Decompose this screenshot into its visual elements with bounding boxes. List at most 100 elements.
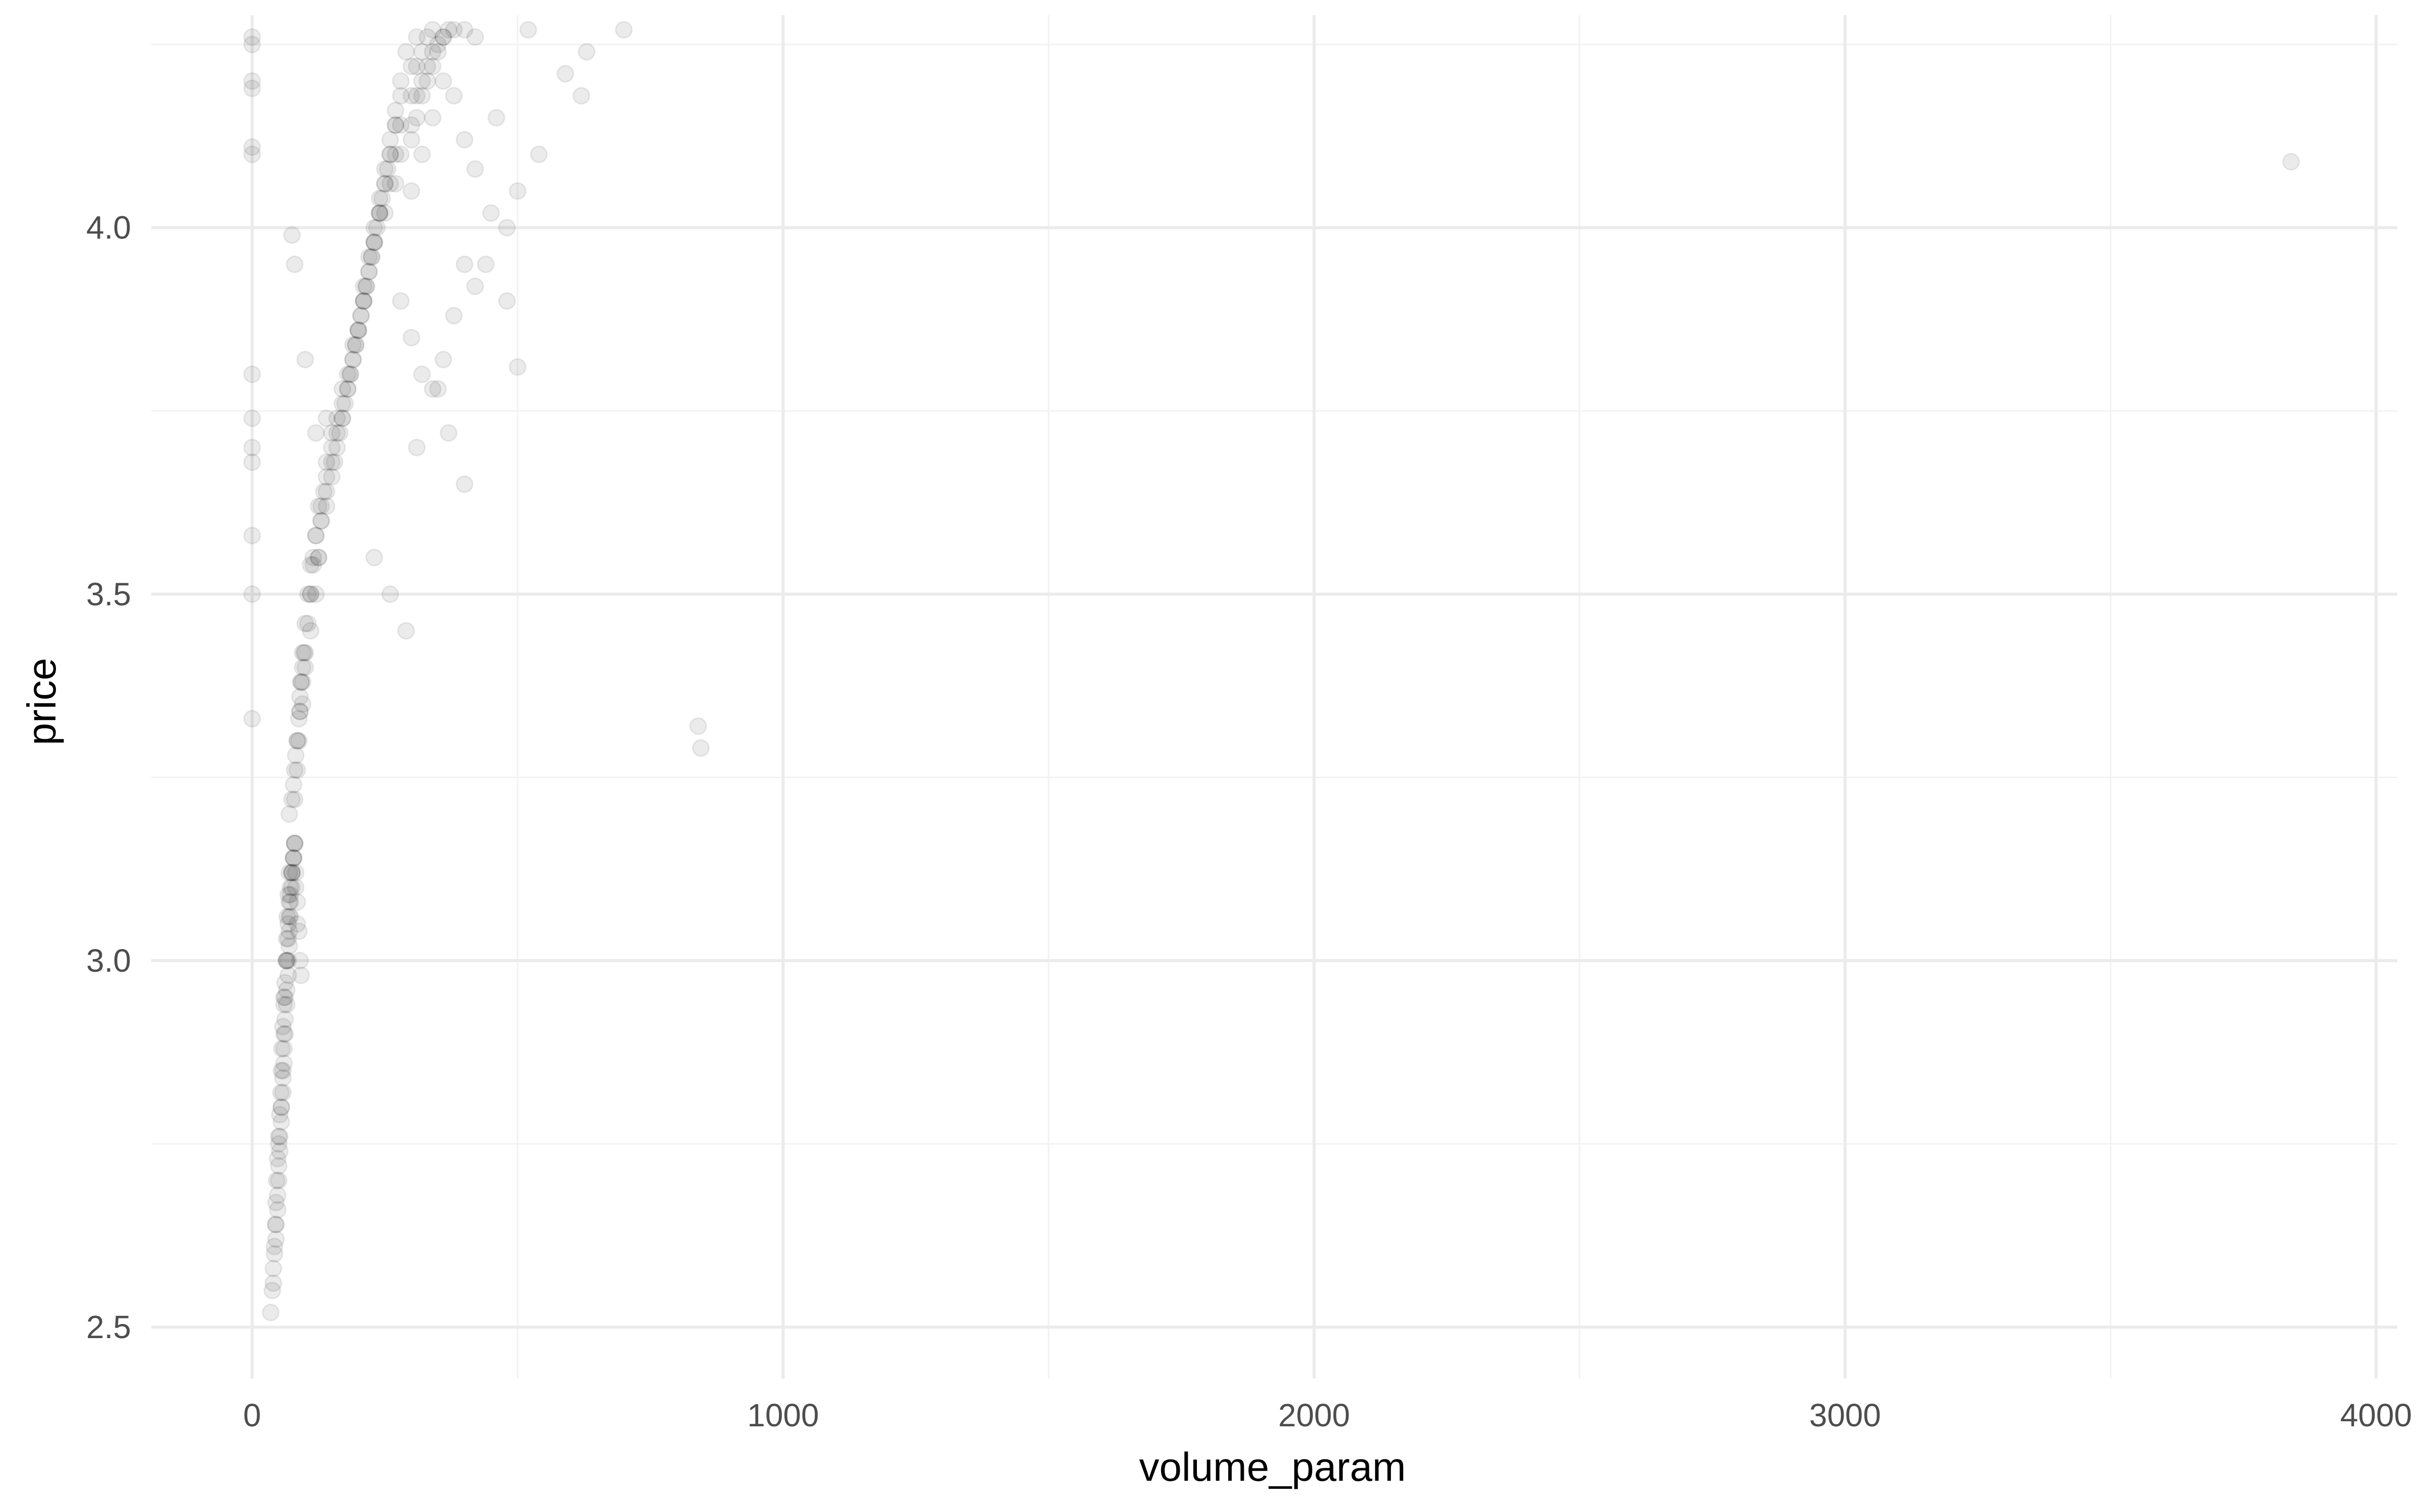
data-point [387, 145, 404, 163]
x-axis-title: volume_param [1139, 1444, 1406, 1489]
data-point [392, 87, 410, 105]
data-point [272, 1084, 290, 1102]
data-point [279, 886, 297, 904]
data-point [275, 1025, 293, 1043]
data-point [243, 527, 261, 545]
data-point [349, 321, 368, 339]
data-point [455, 475, 473, 493]
data-point [285, 834, 304, 852]
data-point [392, 72, 410, 90]
data-point [352, 306, 370, 325]
data-point [296, 644, 314, 662]
data-point [283, 878, 301, 897]
data-point [365, 233, 383, 251]
data-point [270, 1127, 288, 1146]
data-point [434, 351, 452, 368]
data-point [352, 306, 370, 325]
data-point [482, 204, 500, 222]
data-point [291, 703, 309, 721]
data-point [333, 395, 351, 413]
data-point [266, 1216, 284, 1234]
data-point [243, 453, 261, 471]
data-point [387, 116, 404, 134]
data-point [284, 849, 302, 867]
data-point [466, 28, 484, 46]
data-point [381, 145, 399, 163]
data-point [402, 87, 420, 105]
data-point [2282, 153, 2300, 171]
data-point [578, 43, 596, 61]
data-point [424, 57, 442, 76]
data-point [283, 864, 301, 881]
data-point [278, 995, 296, 1014]
data-point [296, 351, 314, 368]
data-point [281, 886, 299, 904]
data-point [365, 233, 383, 251]
data-point [307, 585, 325, 603]
data-point [301, 585, 320, 603]
data-point [387, 175, 404, 193]
data-point [267, 1216, 285, 1234]
data-point [408, 87, 426, 105]
data-point [381, 145, 399, 163]
data-point [339, 365, 357, 384]
data-point [280, 937, 298, 955]
data-point [692, 739, 710, 757]
data-point [290, 922, 308, 940]
data-point [530, 145, 548, 163]
data-point [281, 908, 299, 926]
data-point [269, 1201, 287, 1219]
data-point [312, 512, 330, 530]
data-point [354, 292, 373, 310]
data-point [333, 409, 351, 427]
data-point [270, 1135, 288, 1153]
data-point [402, 131, 420, 149]
data-point [354, 292, 373, 310]
data-point [278, 952, 296, 970]
data-point [572, 87, 590, 105]
x-tick-label: 0 [243, 1397, 261, 1433]
data-point [408, 57, 426, 76]
data-point [288, 732, 307, 750]
data-point [408, 28, 426, 46]
data-point [287, 878, 305, 897]
data-point [360, 263, 378, 281]
data-point [557, 65, 574, 83]
data-point [357, 277, 375, 295]
data-point [488, 109, 506, 127]
y-axis-ticks: 2.5 3.0 3.5 4.0 [86, 210, 131, 1345]
data-point [519, 21, 537, 39]
data-point [376, 160, 394, 178]
data-point [312, 497, 330, 515]
data-point [243, 72, 261, 90]
data-point [243, 585, 261, 603]
data-point [279, 952, 297, 970]
data-point [243, 79, 261, 97]
data-point [413, 43, 431, 61]
data-point [424, 109, 442, 127]
data-point [318, 482, 336, 500]
data-point [434, 28, 452, 46]
data-point [381, 585, 399, 603]
data-point [328, 438, 346, 457]
data-point [276, 974, 294, 992]
data-point [304, 548, 322, 566]
data-point [509, 182, 527, 200]
data-point [498, 292, 516, 310]
data-point [365, 548, 383, 566]
y-axis-title: price [19, 658, 64, 745]
y-tick-label: 2.5 [86, 1309, 131, 1345]
data-point [615, 21, 633, 39]
data-point [318, 468, 336, 486]
data-point [418, 57, 437, 76]
data-point [509, 358, 527, 376]
data-point [336, 395, 354, 413]
data-point [243, 145, 261, 163]
data-point [413, 365, 431, 384]
data-point [373, 190, 391, 208]
data-point [283, 790, 301, 808]
y-tick-label: 4.0 [86, 210, 131, 246]
data-point [293, 673, 312, 691]
y-tick-label: 3.5 [86, 576, 131, 612]
data-point [445, 87, 463, 105]
